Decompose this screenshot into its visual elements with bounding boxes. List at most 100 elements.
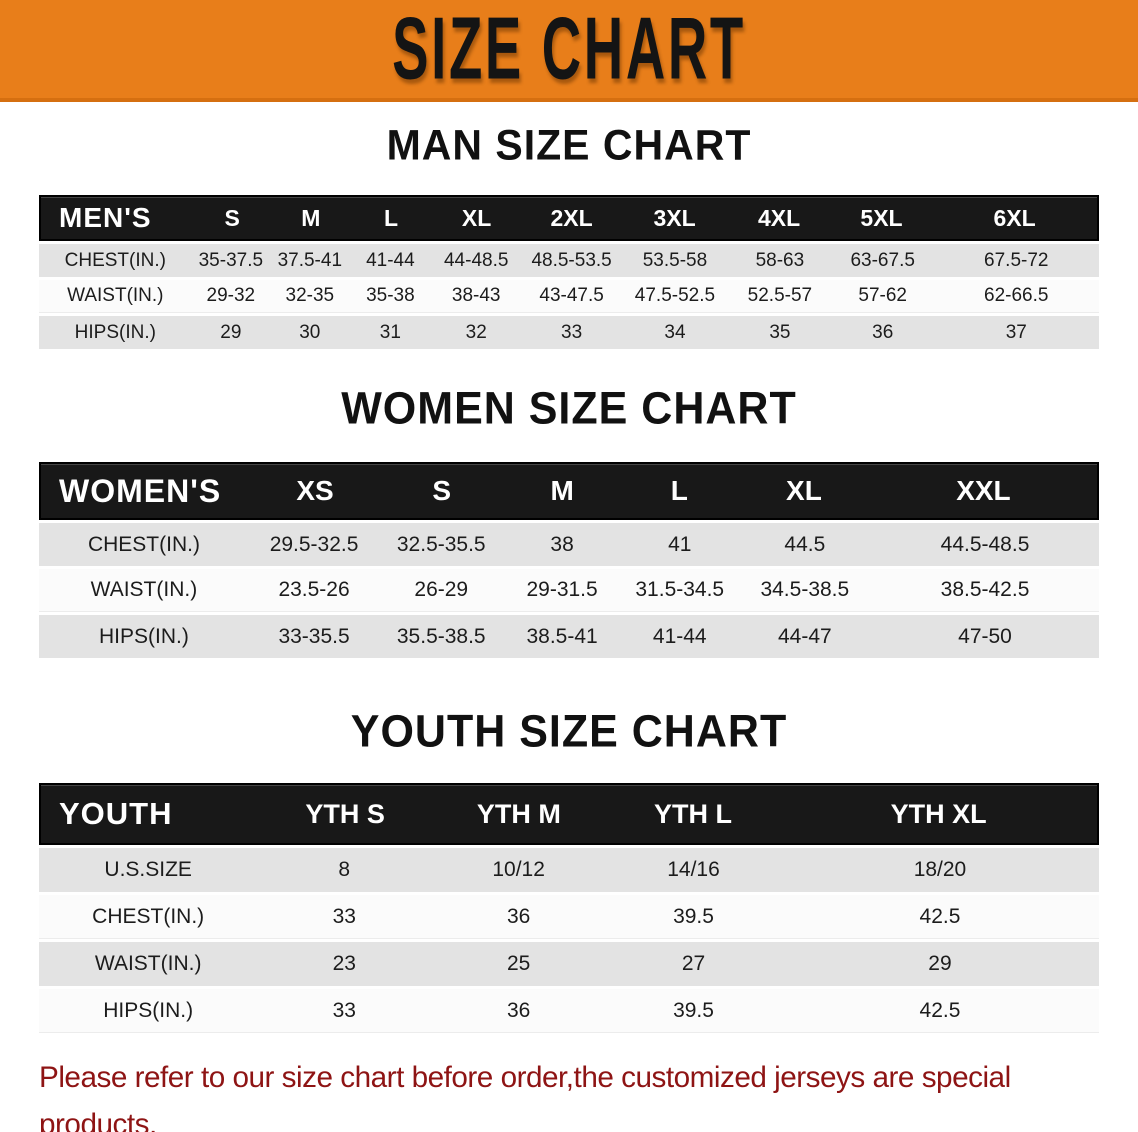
size-value: 48.5-53.5: [531, 249, 612, 271]
size-value: 32.5-35.5: [396, 532, 486, 556]
size-value: 44.5: [784, 532, 826, 556]
youth-size-chart-heading: YOUTH SIZE CHART: [350, 706, 788, 758]
size-value: 63-67.5: [850, 249, 915, 271]
mens-size-table: MEN'S S M L XL 2XL 3XL 4XL 5XL 6XL CHEST(IN.) 35-37…: [39, 195, 1099, 349]
size-value: 62-66.5: [984, 285, 1049, 306]
size-value: 27: [681, 952, 706, 975]
table-row: WAIST(IN.) 23 25 27 29: [39, 942, 1099, 986]
size-value: 32-35: [285, 285, 335, 306]
size-value: 35: [769, 321, 791, 343]
size-value: 38-43: [451, 285, 501, 306]
size-value: 43-47.5: [539, 285, 604, 306]
size-column-header: 5XL: [860, 204, 903, 231]
size-value: 10/12: [492, 858, 545, 881]
table-row: CHEST(IN.) 29.5-32.5 32.5-35.5 38 41 44.5 44.5…: [39, 523, 1099, 566]
size-value: 42.5: [919, 998, 961, 1022]
size-column-header: XXL: [956, 475, 1011, 506]
size-value: 39.5: [673, 904, 714, 928]
size-column-header: YTH M: [476, 798, 561, 829]
size-value: 53.5-58: [642, 249, 708, 271]
size-value: 36: [872, 321, 894, 343]
size-value: 47-50: [958, 624, 1012, 648]
size-value: 67.5-72: [984, 249, 1049, 271]
size-value: 34.5-38.5: [760, 578, 850, 601]
size-value: 47.5-52.5: [634, 285, 716, 306]
table-row: WAIST(IN.) 23.5-26 26-29 29-31.5 31.5-34.5 34…: [39, 569, 1099, 612]
size-value: 26-29: [414, 578, 469, 601]
size-value: 58-63: [755, 249, 805, 271]
row-label: WAIST(IN.): [94, 952, 202, 975]
size-value: 29: [220, 321, 242, 343]
row-label: HIPS(IN.): [103, 998, 194, 1022]
size-value: 29.5-32.5: [269, 532, 359, 556]
youth-size-table: YOUTH YTH S YTH M YTH L YTH XL U.S.SIZE 8 10/12…: [39, 783, 1099, 1033]
size-column-header: 6XL: [993, 204, 1036, 231]
size-column-header: YTH XL: [890, 798, 987, 829]
size-value: 41-44: [652, 624, 707, 648]
table-header-label: YOUTH: [59, 796, 173, 831]
size-value: 34: [664, 321, 686, 343]
size-column-header: M: [550, 475, 574, 506]
size-value: 41: [668, 532, 692, 556]
size-column-header: XS: [296, 475, 334, 506]
size-value: 33: [561, 321, 583, 343]
man-size-chart-heading: MAN SIZE CHART: [386, 120, 752, 170]
size-column-header: M: [301, 204, 321, 231]
size-value: 52.5-57: [747, 285, 813, 306]
size-value: 35-38: [366, 285, 415, 306]
row-label: WAIST(IN.): [90, 578, 198, 601]
size-column-header: 3XL: [653, 204, 696, 231]
size-value: 8: [338, 858, 351, 881]
row-label: CHEST(IN.): [87, 532, 200, 556]
size-value: 41-44: [366, 249, 415, 271]
row-label: HIPS(IN.): [74, 321, 156, 343]
table-header-row: WOMEN'S XS S M L XL XXL: [39, 462, 1099, 520]
size-value: 37.5-41: [277, 249, 343, 271]
size-column-header: L: [384, 204, 399, 231]
table-header-row: MEN'S S M L XL 2XL 3XL 4XL 5XL 6XL: [39, 195, 1099, 241]
table-row: HIPS(IN.) 29 30 31 32 33 34 35 36 37: [39, 316, 1099, 349]
table-header-row: YOUTH YTH S YTH M YTH L YTH XL: [39, 783, 1099, 845]
size-value: 44.5-48.5: [940, 532, 1030, 556]
size-value: 38.5-41: [526, 624, 598, 648]
size-value: 29-32: [206, 285, 256, 306]
size-value: 33-35.5: [278, 624, 350, 648]
row-label: U.S.SIZE: [104, 858, 192, 881]
womens-size-table: WOMEN'S XS S M L XL XXL CHEST(IN.) 29.5-32.5 32.5…: [39, 462, 1099, 658]
table-row: WAIST(IN.) 29-32 32-35 35-38 38-43 43-47.5 47.…: [39, 280, 1099, 313]
table-header-label: WOMEN'S: [59, 472, 222, 509]
table-row: CHEST(IN.) 33 36 39.5 42.5: [39, 895, 1099, 939]
row-label: CHEST(IN.): [64, 249, 166, 271]
size-value: 38: [550, 532, 574, 556]
size-column-header: XL: [461, 204, 492, 231]
size-value: 18/20: [913, 858, 967, 881]
size-value: 44-47: [777, 624, 832, 648]
size-value: 31.5-34.5: [635, 578, 725, 601]
size-column-header: YTH L: [654, 798, 733, 829]
size-value: 36: [506, 904, 531, 928]
size-value: 29: [928, 952, 952, 975]
size-value: 35.5-38.5: [396, 624, 486, 648]
size-value: 39.5: [673, 998, 714, 1022]
size-column-header: YTH S: [305, 798, 385, 829]
table-row: CHEST(IN.) 35-37.5 37.5-41 41-44 44-48.5 48.5…: [39, 244, 1099, 277]
size-column-header: S: [432, 475, 452, 506]
size-value: 36: [506, 998, 531, 1022]
size-column-header: XL: [786, 475, 822, 506]
size-value: 32: [465, 321, 487, 343]
size-value: 33: [332, 904, 356, 928]
row-label: WAIST(IN.): [67, 285, 164, 306]
size-column-header: L: [670, 475, 688, 506]
size-value: 29-31.5: [526, 578, 598, 601]
table-row: U.S.SIZE 8 10/12 14/16 18/20: [39, 848, 1099, 892]
size-value: 37: [1005, 321, 1027, 343]
size-value: 23.5-26: [278, 578, 350, 601]
page-title: SIZE CHART: [392, 0, 746, 98]
size-column-header: 4XL: [757, 204, 801, 231]
table-row: HIPS(IN.) 33-35.5 35.5-38.5 38.5-41 41-44 44-…: [39, 615, 1099, 658]
table-row: HIPS(IN.) 33 36 39.5 42.5: [39, 989, 1099, 1033]
size-value: 30: [299, 321, 321, 343]
size-column-header: S: [224, 204, 240, 231]
size-value: 31: [379, 321, 401, 343]
